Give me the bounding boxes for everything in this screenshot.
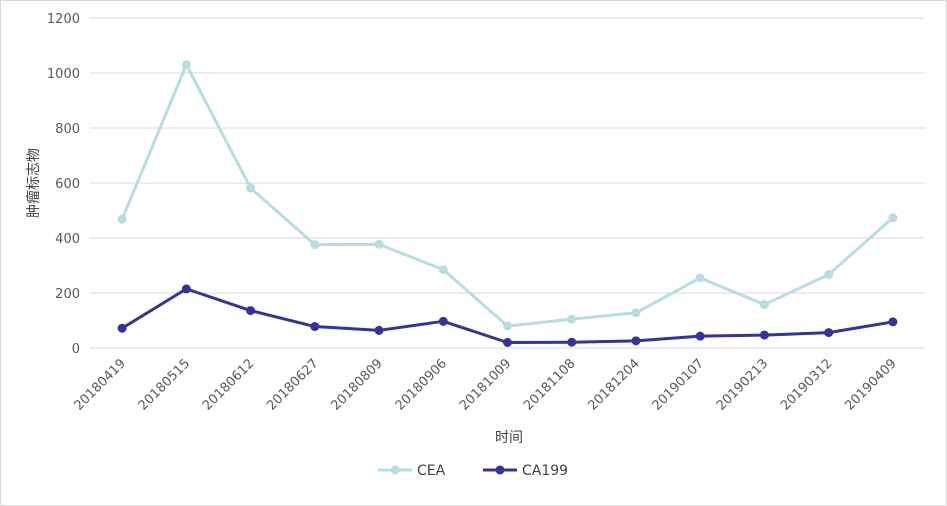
x-tick-label: 20190312	[778, 356, 835, 413]
y-tick-label: 0	[72, 342, 80, 357]
legend-swatch-marker	[495, 465, 505, 475]
y-tick-label: 1000	[47, 67, 80, 82]
data-point-ca199	[824, 328, 834, 338]
x-tick-label: 20180515	[136, 356, 193, 413]
data-point-ca199	[695, 331, 705, 341]
data-point-cea	[438, 265, 448, 275]
x-tick-label: 20181009	[457, 356, 514, 413]
x-tick-label: 20180419	[72, 356, 129, 413]
series-line-cea	[120, 63, 894, 328]
x-tick-label: 20181108	[521, 356, 578, 413]
series-cea	[117, 60, 898, 331]
data-point-cea	[246, 183, 256, 193]
y-tick-label: 400	[55, 232, 80, 247]
data-point-cea	[567, 314, 577, 324]
data-point-cea	[310, 240, 320, 250]
x-tick-label: 20190213	[714, 356, 771, 413]
data-point-ca199	[503, 338, 512, 347]
x-tick-label: 20181204	[585, 356, 642, 413]
data-point-cea	[503, 321, 512, 331]
legend-label: CA199	[522, 463, 568, 479]
x-tick-label: 20180627	[264, 356, 321, 413]
y-tick-label: 200	[55, 287, 80, 302]
data-point-ca199	[310, 322, 320, 332]
data-point-cea	[759, 300, 769, 310]
y-axis-title: 肿瘤标志物	[25, 148, 42, 218]
legend-swatch-marker	[390, 465, 400, 475]
data-point-ca199	[246, 306, 256, 316]
data-point-cea	[824, 270, 834, 280]
legend: CEA CA199	[378, 463, 568, 479]
series-ca199	[117, 284, 898, 347]
data-point-cea	[695, 273, 705, 283]
data-point-ca199	[117, 323, 127, 333]
data-point-cea	[888, 213, 898, 223]
data-point-ca199	[567, 337, 577, 347]
y-axis-ticks: 0 200 400 600 800 1000 1200	[47, 12, 80, 357]
legend-item-ca199: CA199	[483, 463, 568, 479]
x-axis-ticks: 20180419 20180515 20180612 20180627 20180809…	[72, 356, 900, 413]
x-tick-label: 20190409	[842, 356, 899, 413]
data-point-ca199	[374, 325, 384, 335]
data-point-cea	[181, 60, 191, 70]
data-point-ca199	[438, 316, 448, 326]
data-point-cea	[631, 308, 641, 318]
data-point-cea	[117, 214, 127, 224]
series-group	[117, 60, 898, 347]
x-axis-title: 时间	[495, 430, 523, 446]
x-tick-label: 20180612	[200, 356, 257, 413]
data-point-ca199	[888, 317, 898, 327]
y-tick-label: 1200	[47, 12, 80, 27]
x-tick-label: 20180906	[393, 356, 450, 413]
y-tick-label: 600	[55, 177, 80, 192]
data-point-ca199	[181, 284, 191, 294]
y-tick-label: 800	[55, 122, 80, 137]
data-point-ca199	[631, 336, 641, 346]
legend-item-cea: CEA	[378, 463, 446, 479]
data-point-ca199	[759, 330, 769, 340]
legend-label: CEA	[417, 463, 446, 479]
x-tick-label: 20190107	[650, 356, 707, 413]
data-point-cea	[374, 239, 384, 249]
x-tick-label: 20180809	[328, 356, 385, 413]
